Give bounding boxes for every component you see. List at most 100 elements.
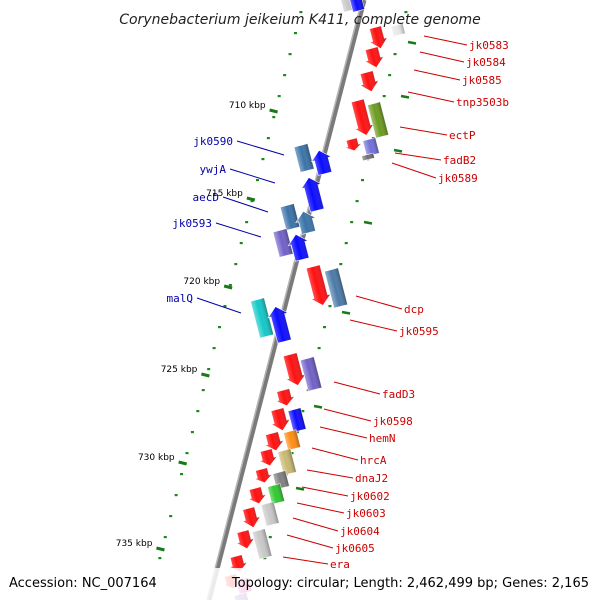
gc-skew-dot [277, 95, 281, 98]
gene-arrow-shading [344, 137, 362, 151]
gene-aecD[interactable] [279, 203, 301, 231]
gc-skew-dot [256, 179, 259, 182]
gene-arrow-shading [306, 264, 331, 306]
gene-red-e[interactable] [253, 467, 274, 485]
gene-aecD-b[interactable] [294, 209, 319, 235]
gene-jk0590[interactable] [293, 143, 315, 173]
gene-ywjA[interactable] [309, 148, 334, 176]
gene-red-c[interactable] [263, 431, 286, 453]
label-leader-line [407, 91, 455, 103]
gene-jk0593[interactable] [272, 228, 294, 258]
label-leader-line [319, 426, 368, 439]
scale-label: 735 kbp [116, 539, 153, 549]
gene-malQ-b[interactable] [266, 304, 294, 344]
gene-red-h[interactable] [234, 529, 256, 551]
gene-block-shading [250, 297, 274, 339]
gene-label-ectP[interactable]: ectP [449, 129, 476, 142]
gene-top-white[interactable] [390, 23, 406, 37]
gene-label-jk0603[interactable]: jk0603 [346, 507, 386, 520]
gene-block-shading [324, 267, 348, 309]
gene-labels: jk0583 jk0584 jk0585 tnp3503b ectP fadB2 jk058… [167, 35, 509, 571]
gene-label-dnaJ2[interactable]: dnaJ2 [355, 472, 388, 485]
gene-block-shading [367, 101, 389, 139]
gene-label-jk0595[interactable]: jk0595 [399, 325, 439, 338]
label-leader-line [196, 297, 242, 314]
gene-label-malQ[interactable]: malQ [167, 292, 194, 305]
gene-label-era[interactable]: era [330, 558, 350, 571]
gc-skew-dot [355, 200, 359, 203]
gc-skew-dot [301, 410, 305, 413]
gene-label-dcp[interactable]: dcp [404, 303, 424, 316]
gene-label-tnp3503b[interactable]: tnp3503b [456, 96, 509, 109]
gc-skew-dot [272, 116, 276, 119]
gene-label-jk0590[interactable]: jk0590 [193, 135, 233, 148]
gene-jk0605[interactable] [251, 528, 273, 560]
footer-backdrop [0, 568, 600, 600]
gc-skew-dot [317, 347, 321, 350]
gene-block-shading [280, 203, 300, 231]
scale-label: 715 kbp [206, 189, 243, 199]
gene-fadD3-red[interactable] [280, 352, 307, 388]
gene-fadD3[interactable] [299, 356, 323, 392]
gene-block-shading [287, 407, 307, 433]
gc-skew-dot [223, 305, 227, 308]
gene-red-g[interactable] [240, 506, 262, 530]
gene-label-jk0604[interactable]: jk0604 [340, 525, 380, 538]
gene-label-jk0605[interactable]: jk0605 [335, 542, 375, 555]
label-leader-line [399, 126, 448, 136]
gene-label-aecD[interactable]: aecD [193, 191, 220, 204]
gene-block-shading [267, 483, 285, 505]
gene-jk0589[interactable] [361, 152, 375, 162]
gene-red-d[interactable] [257, 448, 278, 468]
gene-ywjA-b[interactable] [299, 175, 327, 213]
gene-lead-red[interactable] [343, 137, 363, 153]
gene-dcp[interactable] [303, 264, 332, 308]
gene-label-hemN[interactable]: hemN [369, 432, 396, 445]
label-leader-line [333, 381, 381, 395]
gc-skew-dot [163, 536, 167, 539]
gene-arrow-shading [301, 177, 325, 213]
gene-era[interactable] [227, 554, 248, 574]
gene-label-jk0602[interactable]: jk0602 [350, 490, 390, 503]
gc-skew-dot [283, 74, 287, 77]
gene-jk0585[interactable] [357, 70, 380, 94]
label-leader-line [215, 222, 262, 238]
gc-skew-dot [361, 179, 364, 182]
gc-skew-dot [344, 242, 348, 245]
gene-tnp3503b[interactable] [348, 98, 375, 138]
gene-jk0598[interactable] [287, 407, 307, 433]
gc-skew-dot [350, 221, 354, 224]
gene-red-b[interactable] [268, 407, 292, 433]
position-mark [363, 220, 373, 225]
gene-arrow-shading [365, 46, 384, 68]
gc-skew-dot [263, 557, 267, 560]
gene-label-jk0589[interactable]: jk0589 [438, 172, 478, 185]
gene-hemN[interactable] [283, 429, 301, 451]
gene-label-ywjA[interactable]: ywjA [200, 163, 227, 176]
gene-red-a[interactable] [274, 388, 296, 408]
gene-jk0603[interactable] [260, 501, 280, 527]
gene-jk0595[interactable] [324, 267, 348, 309]
gene-ectP[interactable] [367, 101, 389, 139]
gene-top-red[interactable] [367, 25, 390, 51]
gene-label-fadB2[interactable]: fadB2 [443, 154, 476, 167]
gene-label-fadD3[interactable]: fadD3 [382, 388, 415, 401]
gene-jk0584[interactable] [362, 46, 385, 70]
gene-label-hrcA[interactable]: hrcA [360, 454, 387, 467]
gene-red-f[interactable] [246, 486, 267, 506]
gene-label-jk0598[interactable]: jk0598 [373, 415, 413, 428]
gene-jk0602[interactable] [267, 483, 285, 505]
gc-skew-dot [239, 242, 243, 245]
scale-tick [246, 196, 256, 202]
gene-label-jk0585[interactable]: jk0585 [462, 74, 502, 87]
gene-label-jk0584[interactable]: jk0584 [466, 56, 506, 69]
gene-jk0593-b[interactable] [286, 232, 312, 262]
gene-arrow-shading [268, 306, 292, 344]
gc-skew-dot [201, 389, 205, 392]
gene-fadB2[interactable] [362, 137, 380, 157]
gene-malQ[interactable] [250, 297, 274, 339]
gene-top-blue[interactable] [349, 0, 365, 13]
gene-label-jk0593[interactable]: jk0593 [172, 217, 212, 230]
gene-label-jk0583[interactable]: jk0583 [469, 39, 509, 52]
gene-hrcA[interactable] [277, 448, 297, 476]
